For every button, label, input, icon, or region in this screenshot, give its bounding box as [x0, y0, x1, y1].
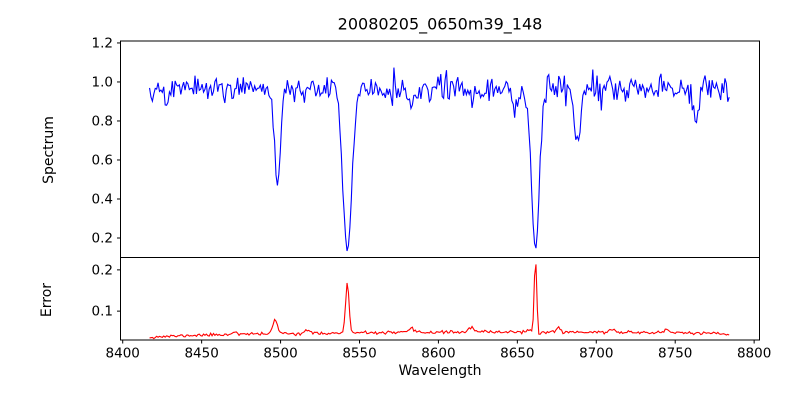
spectrum-y-tick-label: 0.8: [92, 113, 113, 129]
x-tick-label: 8750: [658, 346, 692, 362]
spectrum-y-tick-label: 1.2: [92, 35, 113, 51]
x-tick-label: 8700: [579, 346, 613, 362]
error-line: [149, 264, 730, 340]
spectrum-y-axis-label: Spectrum: [41, 116, 57, 184]
spectrum-y-tick-label: 0.4: [92, 191, 113, 207]
spectrum-axes-frame: [120, 40, 760, 258]
error-y-tick-label: 0.2: [92, 262, 113, 278]
x-axis-label: Wavelength: [398, 363, 482, 379]
x-tick-label: 8800: [737, 346, 771, 362]
error-axes-frame: [120, 257, 760, 341]
x-tick-label: 8550: [342, 346, 376, 362]
x-tick-label: 8500: [263, 346, 297, 362]
spectrum-line: [149, 67, 730, 252]
plot-title: 20080205_0650m39_148: [337, 14, 543, 34]
x-tick-label: 8450: [184, 346, 218, 362]
error-y-tick-label: 0.1: [92, 304, 113, 320]
spectrum-y-tick-label: 0.6: [92, 152, 113, 168]
error-y-axis-label: Error: [39, 282, 55, 318]
x-tick-label: 8650: [500, 346, 534, 362]
x-tick-label: 8600: [421, 346, 455, 362]
spectrum-y-tick-label: 0.2: [92, 230, 113, 246]
spectrum-y-tick-label: 1.0: [92, 74, 113, 90]
x-tick-label: 8400: [106, 346, 140, 362]
